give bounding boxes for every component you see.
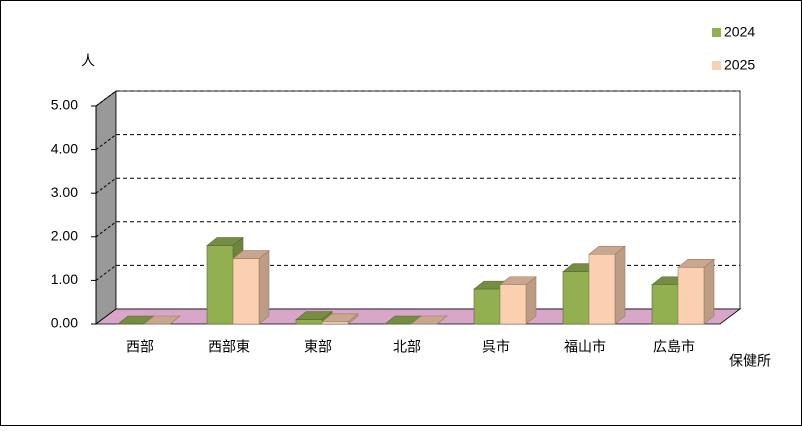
grid-line — [95, 221, 117, 238]
y-tick-label: 3.00 — [51, 184, 78, 200]
x-tick-label: 広島市 — [653, 339, 695, 355]
bar — [143, 315, 181, 325]
bar-face — [677, 267, 705, 325]
bar-face — [206, 245, 234, 325]
bar — [321, 313, 359, 325]
bar-face — [232, 258, 260, 325]
grid-line — [95, 177, 117, 194]
x-axis-label: 保健所 — [729, 353, 771, 369]
y-tick-label: 1.00 — [51, 271, 78, 287]
y-tick-label: 2.00 — [51, 228, 78, 244]
side-wall — [95, 90, 117, 325]
y-tick-label: 0.00 — [51, 315, 78, 331]
x-tick-label: 福山市 — [564, 339, 606, 355]
bar-face — [703, 258, 715, 325]
bar-face — [614, 245, 626, 325]
y-tick-label: 4.00 — [51, 140, 78, 156]
legend-label: 2024 — [724, 24, 755, 40]
x-tick-label: 呉市 — [482, 339, 510, 355]
bar-face — [473, 288, 501, 325]
y-tick-label: 5.00 — [51, 97, 78, 113]
grid-line — [95, 134, 117, 151]
x-tick-label: 北部 — [393, 339, 421, 355]
grid-line — [95, 90, 117, 107]
grid-line — [95, 264, 117, 281]
y-axis-label: 人 — [81, 53, 95, 69]
x-tick-label: 東部 — [304, 339, 332, 355]
legend-swatch — [712, 61, 721, 70]
bar-face — [588, 253, 616, 325]
legend-label: 2025 — [724, 57, 755, 73]
bar-face — [295, 319, 323, 325]
bar — [232, 249, 270, 325]
bar-face — [651, 284, 679, 325]
bar — [677, 258, 715, 325]
bar-face — [562, 271, 590, 325]
bar-face — [499, 284, 527, 325]
bar-face — [321, 321, 349, 325]
legend-swatch — [712, 28, 721, 37]
x-tick-label: 西部 — [126, 339, 154, 355]
bar-face — [258, 249, 270, 325]
bar — [499, 276, 537, 325]
x-tick-label: 西部東 — [208, 339, 250, 355]
bar — [588, 245, 626, 325]
bar — [410, 315, 448, 325]
